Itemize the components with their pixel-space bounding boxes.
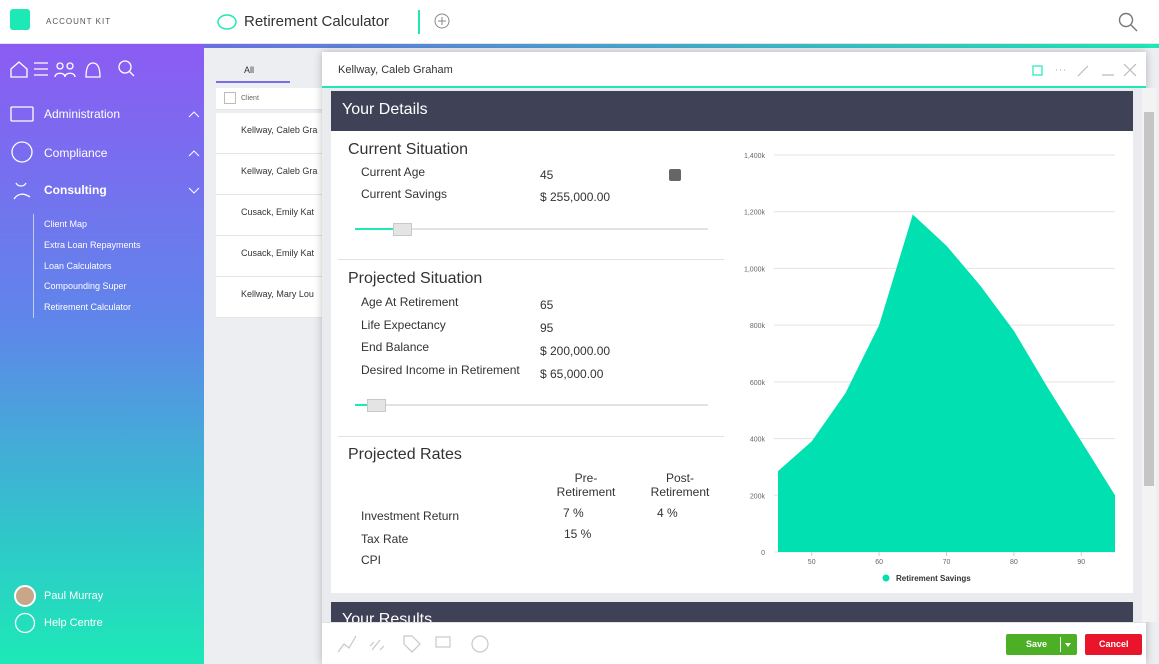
sub-line <box>33 214 34 318</box>
group-heading: Projected Rates <box>348 446 462 463</box>
list-header <box>216 88 330 110</box>
field-value[interactable]: 45 <box>540 168 554 182</box>
y-tick-label: 600k <box>750 380 766 387</box>
scroll-thumb[interactable] <box>1144 112 1154 486</box>
y-tick-label: 0 <box>761 550 765 557</box>
slider-track <box>355 228 708 230</box>
slider-fill <box>355 228 395 230</box>
rate-value[interactable]: 7 % <box>563 506 584 520</box>
field-label: End Balance <box>361 340 430 354</box>
y-tick-label: 1,400k <box>744 153 766 160</box>
search-icon[interactable] <box>1117 11 1139 33</box>
area <box>778 214 1115 553</box>
calculator-icon[interactable] <box>669 169 681 181</box>
sidebar-icons <box>10 60 135 78</box>
column-heading: Post-Retirement <box>650 471 710 499</box>
add-tab[interactable] <box>433 12 451 30</box>
divider <box>338 436 724 437</box>
window-controls[interactable] <box>1030 60 1142 80</box>
y-tick-label: 200k <box>750 493 766 500</box>
nav-item[interactable]: Client Map <box>44 219 88 229</box>
user-name[interactable]: Paul Murray <box>44 590 104 602</box>
column-header: Client <box>241 95 259 102</box>
client-row[interactable]: Cusack, Emily Kat <box>216 236 330 277</box>
nav-item[interactable]: Loan Calculators <box>44 261 112 271</box>
section-heading: Your Details <box>342 101 428 118</box>
x-tick-label: 90 <box>1077 559 1085 566</box>
field-value[interactable]: $ 255,000.00 <box>540 190 611 204</box>
y-tick-label: 1,000k <box>744 266 766 273</box>
group-heading: Projected Situation <box>348 270 483 287</box>
client-row[interactable]: Kellway, Mary Lou <box>216 277 330 318</box>
x-tick-label: 70 <box>943 559 951 566</box>
field-label: Current Savings <box>361 187 448 201</box>
nav-item[interactable]: Retirement Calculator <box>44 302 132 312</box>
column-heading: Pre-Retirement <box>556 471 616 499</box>
field-value[interactable]: 65 <box>540 298 554 312</box>
nav-section[interactable]: Administration <box>44 107 121 121</box>
help-link[interactable]: Help Centre <box>44 617 103 629</box>
slider-knob[interactable] <box>393 223 412 236</box>
page-title: Retirement Calculator <box>244 13 390 30</box>
accent-line <box>204 44 1159 48</box>
tab-underline <box>216 81 290 83</box>
nav-item[interactable]: Extra Loan Repayments <box>44 240 141 250</box>
rate-value[interactable]: 15 % <box>564 527 592 541</box>
piggy-icon <box>217 14 237 30</box>
brand: ACCOUNT KIT <box>46 17 112 26</box>
cancel-button[interactable] <box>1085 634 1142 655</box>
field-label: Life Expectancy <box>361 318 446 332</box>
x-tick-label: 50 <box>808 559 816 566</box>
rate-value[interactable]: 4 % <box>657 506 678 520</box>
slider-track <box>355 404 708 406</box>
group-heading: Current Situation <box>348 141 469 158</box>
help-icon <box>14 612 36 634</box>
chevrons <box>188 111 200 194</box>
divider <box>338 259 724 260</box>
save-label[interactable]: Save <box>1026 639 1048 649</box>
slider-knob[interactable] <box>367 399 386 412</box>
y-tick-label: 1,200k <box>744 210 766 217</box>
dropdown-arrow[interactable] <box>1063 640 1073 650</box>
section-bar <box>331 91 1133 131</box>
field-label: Current Age <box>361 165 426 179</box>
cancel-label[interactable]: Cancel <box>1099 639 1129 649</box>
divider <box>418 10 420 34</box>
avatar <box>14 585 36 607</box>
savings-chart: 0 200k 400k 600k 800k 1,000k 1,200k 1,400k 50 60 7… <box>744 153 1115 583</box>
field-value[interactable]: 95 <box>540 321 554 335</box>
field-value[interactable]: $ 65,000.00 <box>540 367 604 381</box>
save-button[interactable] <box>1006 634 1077 655</box>
client-row[interactable]: Kellway, Caleb Gra <box>216 154 330 195</box>
x-tick-label: 60 <box>875 559 883 566</box>
button-divider <box>1060 637 1061 652</box>
nav-item[interactable]: Compounding Super <box>44 281 127 291</box>
panel-header <box>322 52 1146 88</box>
y-tick-label: 400k <box>750 437 766 444</box>
rate-label: Investment Return <box>361 509 460 523</box>
tab[interactable]: All <box>244 65 255 75</box>
nav-section[interactable]: Consulting <box>44 183 107 197</box>
checkbox[interactable] <box>224 92 236 104</box>
rate-label: CPI <box>361 553 382 567</box>
client-row[interactable]: Cusack, Emily Kat <box>216 195 330 236</box>
field-label: Age At Retirement <box>361 295 459 309</box>
sidebar <box>0 44 204 664</box>
field-label: Desired Income in Retirement <box>361 363 520 377</box>
rate-label: Tax Rate <box>361 532 409 546</box>
logo-icon <box>10 9 30 30</box>
nav-section[interactable]: Compliance <box>44 146 108 160</box>
legend-label: Retirement Savings <box>896 574 971 583</box>
panel-title: Kellway, Caleb Graham <box>338 64 453 76</box>
client-row[interactable]: Kellway, Caleb Gra <box>216 113 330 154</box>
slider-fill <box>355 404 369 406</box>
y-tick-label: 800k <box>750 323 766 330</box>
top-bar <box>0 0 1159 44</box>
legend-swatch <box>882 574 890 582</box>
section-icons <box>10 106 34 200</box>
field-value[interactable]: $ 200,000.00 <box>540 344 611 358</box>
x-tick-label: 80 <box>1010 559 1018 566</box>
footer-icons[interactable] <box>336 632 496 656</box>
